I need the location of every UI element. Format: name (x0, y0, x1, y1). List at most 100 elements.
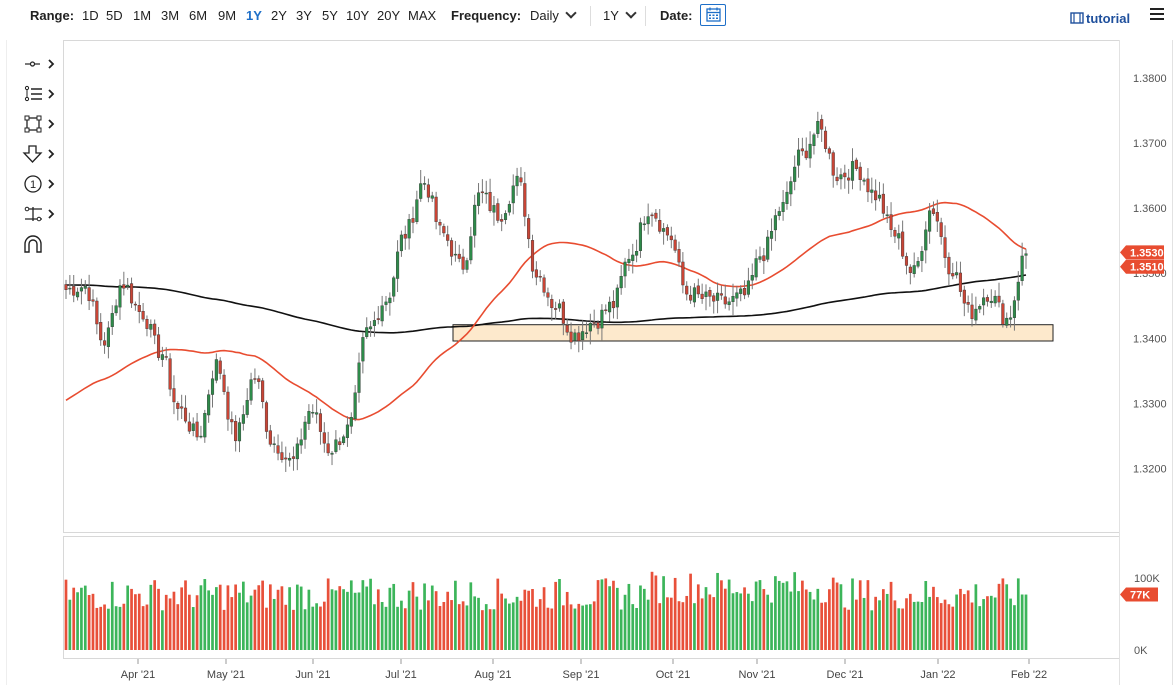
candle-body (901, 231, 905, 257)
range-button-5d[interactable]: 5D (106, 8, 123, 23)
volume-bar (565, 591, 569, 650)
y-tick-label: 1.3800 (1133, 73, 1167, 85)
ma-200-line (66, 274, 1027, 334)
candle-body (110, 313, 114, 327)
tutorial-link[interactable]: tutorial (1070, 11, 1130, 26)
volume-bar (619, 609, 623, 650)
range-button-3m[interactable]: 3M (161, 8, 180, 23)
crosshair-icon (25, 59, 55, 69)
candle-body (843, 172, 847, 178)
range-button-1y[interactable]: 1Y (246, 8, 262, 23)
candle-body (106, 327, 110, 347)
candle-body (334, 439, 338, 452)
volume-bar (901, 608, 904, 650)
volume-bar (1016, 578, 1020, 650)
candle-body (257, 378, 261, 382)
volume-bar (361, 580, 365, 650)
volume-bar (731, 593, 735, 650)
volume-panel-frame (63, 536, 1120, 659)
tutorial-label: tutorial (1086, 11, 1131, 26)
candle-body (372, 320, 376, 326)
annotation-tool[interactable]: 1 (22, 174, 58, 194)
candle-body (415, 199, 419, 222)
range-button-6m[interactable]: 6M (189, 8, 208, 23)
volume-bar (581, 605, 584, 650)
ma-50-line (65, 201, 1027, 421)
candle-body (133, 303, 137, 306)
ma-price-tag-bg (1120, 259, 1164, 274)
arrow-tool[interactable] (22, 144, 58, 164)
price-tags: 1.3530 1.3510 77K (1120, 245, 1164, 602)
volume-bar (403, 608, 407, 650)
hamburger-menu-icon[interactable] (1150, 8, 1164, 23)
volume-bar (338, 586, 342, 650)
range-button-9m[interactable]: 9M (218, 8, 237, 23)
candle-body (345, 424, 349, 438)
range-button-1d[interactable]: 1D (82, 8, 99, 23)
magnet-tool[interactable] (22, 234, 58, 254)
candle-body (920, 251, 924, 261)
range-button-10y[interactable]: 10Y (346, 8, 370, 23)
candle-body (284, 457, 288, 460)
volume-bar (700, 598, 704, 650)
candle-body (677, 249, 681, 263)
candle-body (392, 277, 396, 297)
volume-bar (430, 585, 434, 650)
shapes-tool[interactable] (22, 114, 58, 134)
range-button-5y[interactable]: 5Y (322, 8, 338, 23)
candle-body (230, 419, 234, 423)
period-select[interactable]: 1Y (603, 7, 637, 23)
range-button-1m[interactable]: 1M (133, 8, 152, 23)
x-tick-label: Jun '21 (295, 669, 330, 681)
volume-bar (531, 589, 534, 650)
volume-bar (627, 583, 631, 650)
volume-bar (357, 592, 361, 650)
candle-body (928, 210, 932, 232)
candle-body (264, 402, 269, 432)
measure-tool[interactable] (22, 204, 58, 224)
candle-body (338, 441, 342, 445)
volume-bar (515, 596, 519, 650)
candle-body (492, 205, 496, 213)
candle-body (565, 325, 569, 333)
volume-bar (959, 588, 962, 650)
candle-body (376, 318, 380, 320)
divider (645, 6, 646, 26)
candle-body (129, 283, 134, 304)
candle-body (423, 183, 427, 185)
film-icon (1070, 12, 1084, 24)
candle-body (716, 292, 720, 301)
candle-body (276, 445, 280, 454)
volume-bar (843, 607, 847, 650)
volume-bar (878, 600, 881, 650)
volume-bar (68, 599, 72, 650)
candle-body (746, 280, 750, 295)
range-button-20y[interactable]: 20Y (377, 8, 401, 23)
candle-body (538, 276, 542, 278)
volume-bar (635, 607, 638, 650)
candle-body (430, 195, 434, 199)
volume-bar (658, 603, 662, 650)
volume-bar (924, 581, 928, 650)
candle-body (881, 193, 885, 214)
candle-body (554, 308, 558, 310)
volume-bar (238, 592, 241, 650)
volume-bar (932, 586, 935, 650)
crosshair-tool[interactable] (22, 54, 58, 74)
volume-bar (858, 580, 862, 650)
volume-bar (600, 579, 604, 650)
candle-body (268, 430, 272, 445)
volume-bar (176, 604, 180, 650)
range-button-max[interactable]: MAX (408, 8, 437, 23)
volume-bar (642, 588, 646, 650)
candle-body (79, 287, 83, 292)
volume-bar (195, 595, 199, 650)
volume-tick-label: 100K (1134, 573, 1160, 585)
lines-tool[interactable] (22, 84, 58, 104)
range-button-2y[interactable]: 2Y (271, 8, 287, 23)
volume-bar (801, 580, 804, 650)
candle-body (1005, 317, 1009, 326)
date-picker-button[interactable] (700, 4, 726, 26)
range-button-3y[interactable]: 3Y (296, 8, 312, 23)
frequency-select[interactable]: Daily (530, 7, 577, 23)
